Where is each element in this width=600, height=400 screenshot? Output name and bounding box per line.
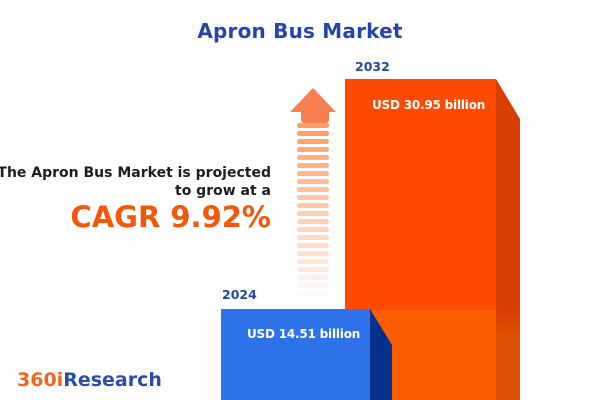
brand-logo-suffix: Research xyxy=(63,369,162,391)
arrow-stripe xyxy=(297,203,329,208)
arrow-stripe xyxy=(297,251,329,256)
bar-2032-year-label: 2032 xyxy=(355,59,390,74)
arrow-stripe xyxy=(297,283,329,288)
arrow-stripe xyxy=(297,291,329,296)
bar-2032-value-label: USD 30.95 billion xyxy=(372,98,486,112)
arrow-stripe xyxy=(297,147,329,152)
cagr-value: CAGR 9.92% xyxy=(70,200,271,234)
arrow-stripe xyxy=(297,179,329,184)
arrow-stripe xyxy=(297,171,329,176)
arrow-stripe xyxy=(297,163,329,168)
brand-logo: 360iResearch xyxy=(17,369,162,391)
bar-2032-3d-side xyxy=(496,79,520,400)
annotation-line-2: to grow at a xyxy=(175,182,271,199)
annotation-line-1: The Apron Bus Market is projected xyxy=(0,165,271,181)
bar-2024-value-label: USD 14.51 billion xyxy=(247,327,361,341)
brand-logo-prefix: 360i xyxy=(17,369,64,391)
bar-2024 xyxy=(221,309,370,400)
arrow-stripe xyxy=(297,235,329,240)
arrow-stripe xyxy=(297,275,329,280)
arrow-stripe xyxy=(297,267,329,272)
arrow-stripe xyxy=(297,187,329,192)
arrow-stripe xyxy=(297,211,329,216)
bar-2024-year-label: 2024 xyxy=(222,287,257,302)
arrow-stripe xyxy=(297,123,329,128)
arrow-stripe xyxy=(297,219,329,224)
annotation-text: The Apron Bus Market is projected to gro… xyxy=(0,165,271,200)
arrow-stripe xyxy=(297,195,329,200)
arrow-neck xyxy=(301,106,329,123)
arrow-stripe xyxy=(297,259,329,264)
arrow-stripe xyxy=(297,131,329,136)
arrow-stripe xyxy=(297,227,329,232)
arrow-stripe xyxy=(297,139,329,144)
chart-title: Apron Bus Market xyxy=(197,19,403,43)
arrow-stripe xyxy=(297,155,329,160)
arrow-stripe xyxy=(297,243,329,248)
